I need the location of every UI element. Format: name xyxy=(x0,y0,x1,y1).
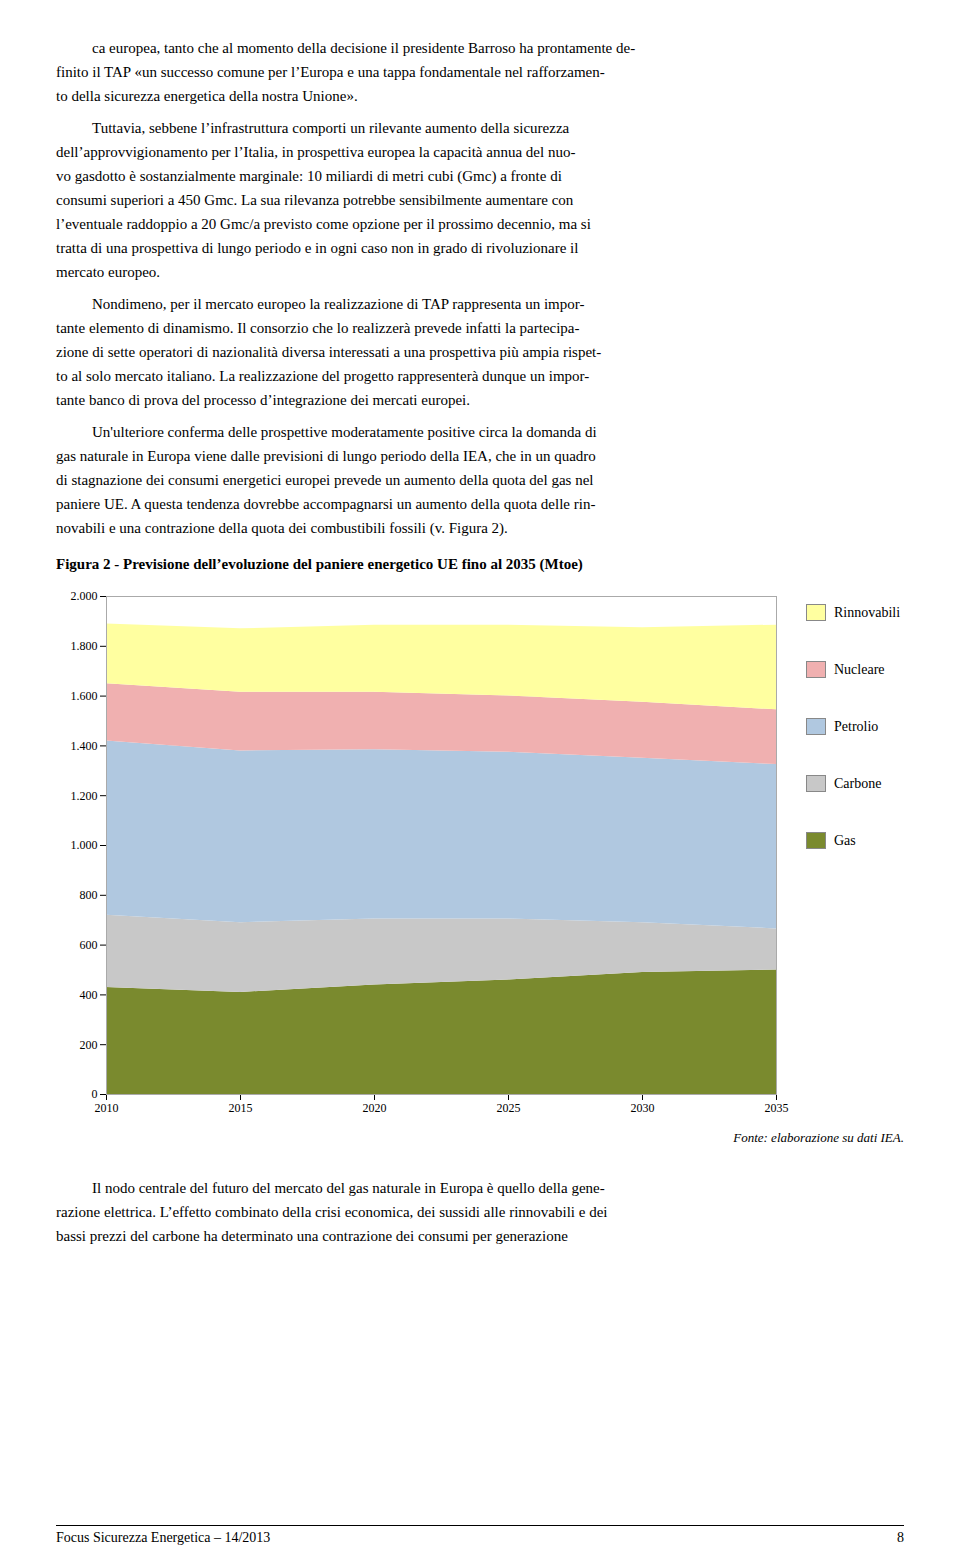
html-text:Nondimeno, per il mercato euro: Nondimeno, per il mercato europeo la rea… xyxy=(92,296,585,312)
html-text:tante banco di prova del proce: tante banco di prova del processo d’inte… xyxy=(56,392,470,408)
html-text:mercato europeo.: mercato europeo. xyxy=(56,264,161,280)
svg-text:1.400: 1.400 xyxy=(71,739,98,753)
html-text:Tuttavia, sebbene l’infrastrut: Tuttavia, sebbene l’infrastruttura compo… xyxy=(92,120,570,136)
svg-text:1.000: 1.000 xyxy=(71,838,98,852)
html-text:gas naturale in Europa viene d: gas naturale in Europa viene dalle previ… xyxy=(56,448,596,464)
svg-text:2.000: 2.000 xyxy=(71,589,98,603)
svg-text:400: 400 xyxy=(80,988,98,1002)
svg-text:2035: 2035 xyxy=(765,1101,789,1115)
html-text:Nucleare: Nucleare xyxy=(834,661,885,677)
html-text:razione elettrica. L’effetto c: razione elettrica. L’effetto combinato d… xyxy=(56,1204,608,1220)
html-text:l’eventuale raddoppio a 20 Gmc: l’eventuale raddoppio a 20 Gmc/a previst… xyxy=(56,216,591,232)
html-text:di stagnazione dei consumi ene: di stagnazione dei consumi energetici eu… xyxy=(56,472,594,488)
html-text:Gas: Gas xyxy=(834,832,856,848)
svg-text:2025: 2025 xyxy=(497,1101,521,1115)
html-text:Petrolio: Petrolio xyxy=(834,718,879,734)
html-text:tratta di una prospettiva di l: tratta di una prospettiva di lungo perio… xyxy=(56,240,579,256)
html-text:Figura 2 - Previsione dell’evo: Figura 2 - Previsione dell’evoluzione de… xyxy=(56,556,583,572)
html-text:Rinnovabili: Rinnovabili xyxy=(834,604,901,620)
html-text:zione di sette operatori di na: zione di sette operatori di nazionalità … xyxy=(56,344,602,360)
html-text:Il nodo centrale del futuro de: Il nodo centrale del futuro del mercato … xyxy=(92,1180,605,1196)
html-text:consumi superiori a 450 Gmc. L: consumi superiori a 450 Gmc. La sua rile… xyxy=(56,192,574,208)
html-text:finito il TAP «un successo com: finito il TAP «un successo comune per l’… xyxy=(56,64,605,80)
html-text:novabili e una contrazione del: novabili e una contrazione della quota d… xyxy=(56,520,508,536)
html-text:tante elemento di dinamismo. I: tante elemento di dinamismo. Il consorzi… xyxy=(56,320,580,336)
html-text:Fonte: elaborazione su dati IE: Fonte: elaborazione su dati IEA. xyxy=(733,1130,904,1145)
svg-text:2020: 2020 xyxy=(363,1101,387,1115)
html-text:Un'ulteriore conferma delle pr: Un'ulteriore conferma delle prospettive … xyxy=(92,424,597,440)
svg-text:2015: 2015 xyxy=(229,1101,253,1115)
html-text:Carbone: Carbone xyxy=(834,775,882,791)
svg-text:1.600: 1.600 xyxy=(71,689,98,703)
html-text:to al solo mercato italiano. L: to al solo mercato italiano. La realizza… xyxy=(56,368,590,384)
html-text:Focus Sicurezza Energetica – 1: Focus Sicurezza Energetica – 14/2013 xyxy=(56,1530,271,1545)
svg-text:600: 600 xyxy=(80,938,98,952)
html-text:dell’approvvigionamento per l’: dell’approvvigionamento per l’Italia, in… xyxy=(56,144,576,160)
svg-text:800: 800 xyxy=(80,888,98,902)
svg-text:2030: 2030 xyxy=(631,1101,655,1115)
svg-text:0: 0 xyxy=(92,1087,98,1101)
svg-text:200: 200 xyxy=(80,1038,98,1052)
html-text:to della sicurezza energetica: to della sicurezza energetica della nost… xyxy=(56,88,358,104)
html-text:vo gasdotto è sostanzialmente: vo gasdotto è sostanzialmente marginale:… xyxy=(56,168,562,184)
svg-text:1.200: 1.200 xyxy=(71,789,98,803)
svg-text:1.800: 1.800 xyxy=(71,639,98,653)
html-text:ca europea, tanto che al momen: ca europea, tanto che al momento della d… xyxy=(92,40,636,56)
html-text:paniere UE. A questa tendenza: paniere UE. A questa tendenza dovrebbe a… xyxy=(56,496,596,512)
svg-text:2010: 2010 xyxy=(95,1101,119,1115)
html-text:bassi prezzi del carbone ha de: bassi prezzi del carbone ha determinato … xyxy=(56,1228,568,1244)
html-text:8: 8 xyxy=(897,1530,904,1545)
